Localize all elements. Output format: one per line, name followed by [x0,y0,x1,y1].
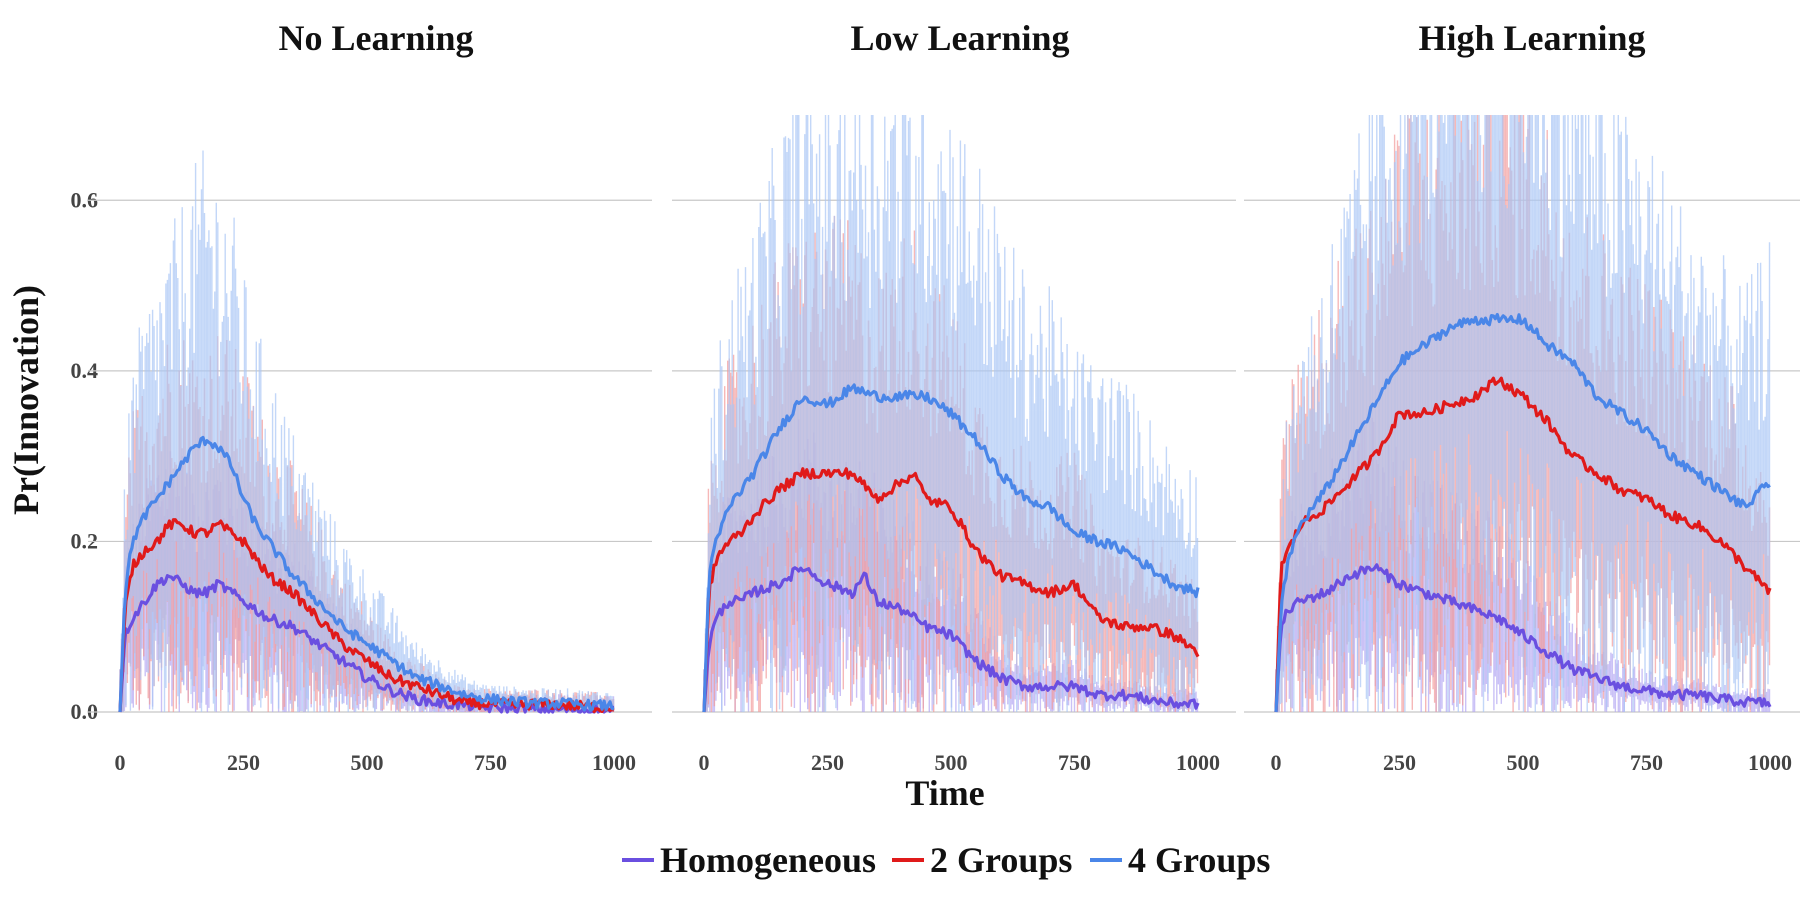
x-tick-label: 0 [699,750,710,775]
panel-title: Low Learning [850,18,1069,58]
x-tick-label: 750 [1058,750,1091,775]
x-tick-label: 0 [1271,750,1282,775]
series-line-4-groups [702,383,1200,713]
series-line-homogeneous [1274,563,1772,713]
x-tick-label: 750 [474,750,507,775]
chart-panel: No Learning 0 250 500 750 1000 [88,18,652,775]
y-axis-title-group: Pr(Innovation) [6,285,46,515]
chart-legend: Homogeneous 2 Groups 4 Groups [622,840,1270,880]
legend-label: Homogeneous [660,840,876,880]
panel-title: High Learning [1418,18,1645,58]
legend-entry: 4 Groups [1090,840,1270,880]
series-band-4-groups [119,150,615,712]
legend-entry: 2 Groups [892,840,1072,880]
series-line-4-groups [1274,313,1771,713]
chart-panels: No Learning 0 250 500 750 1000 Low Learning 0 25… [88,18,1800,775]
x-tick-label: 0 [115,750,126,775]
panel-title: No Learning [278,18,473,58]
series-line-homogeneous [702,566,1200,713]
x-tick-label: 1000 [1176,750,1220,775]
x-tick-label: 500 [1507,750,1540,775]
x-tick-label: 250 [1383,750,1416,775]
chart-panel: Low Learning 0 250 500 750 1000 [672,18,1236,775]
series-line-2-groups [702,467,1200,713]
x-axis-title: Time [905,773,984,813]
y-axis-title: Pr(Innovation) [6,285,46,515]
legend-entry: Homogeneous [622,840,876,880]
legend-label: 4 Groups [1128,840,1270,880]
x-tick-label: 500 [351,750,384,775]
x-tick-label: 500 [935,750,968,775]
x-tick-label: 250 [227,750,260,775]
x-tick-label: 250 [811,750,844,775]
series-line-4-groups [118,435,615,713]
legend-label: 2 Groups [930,840,1072,880]
x-tick-label: 1000 [592,750,636,775]
series-line-2-groups [1274,376,1772,713]
series-line-homogeneous [118,574,615,714]
x-tick-label: 750 [1630,750,1663,775]
y-tick-labels: 0.00.20.40.6 [71,187,99,724]
x-tick-label: 1000 [1748,750,1792,775]
chart-panel: High Learning 0 250 500 750 1000 [1244,18,1800,775]
series-band-4-groups [1275,115,1771,712]
